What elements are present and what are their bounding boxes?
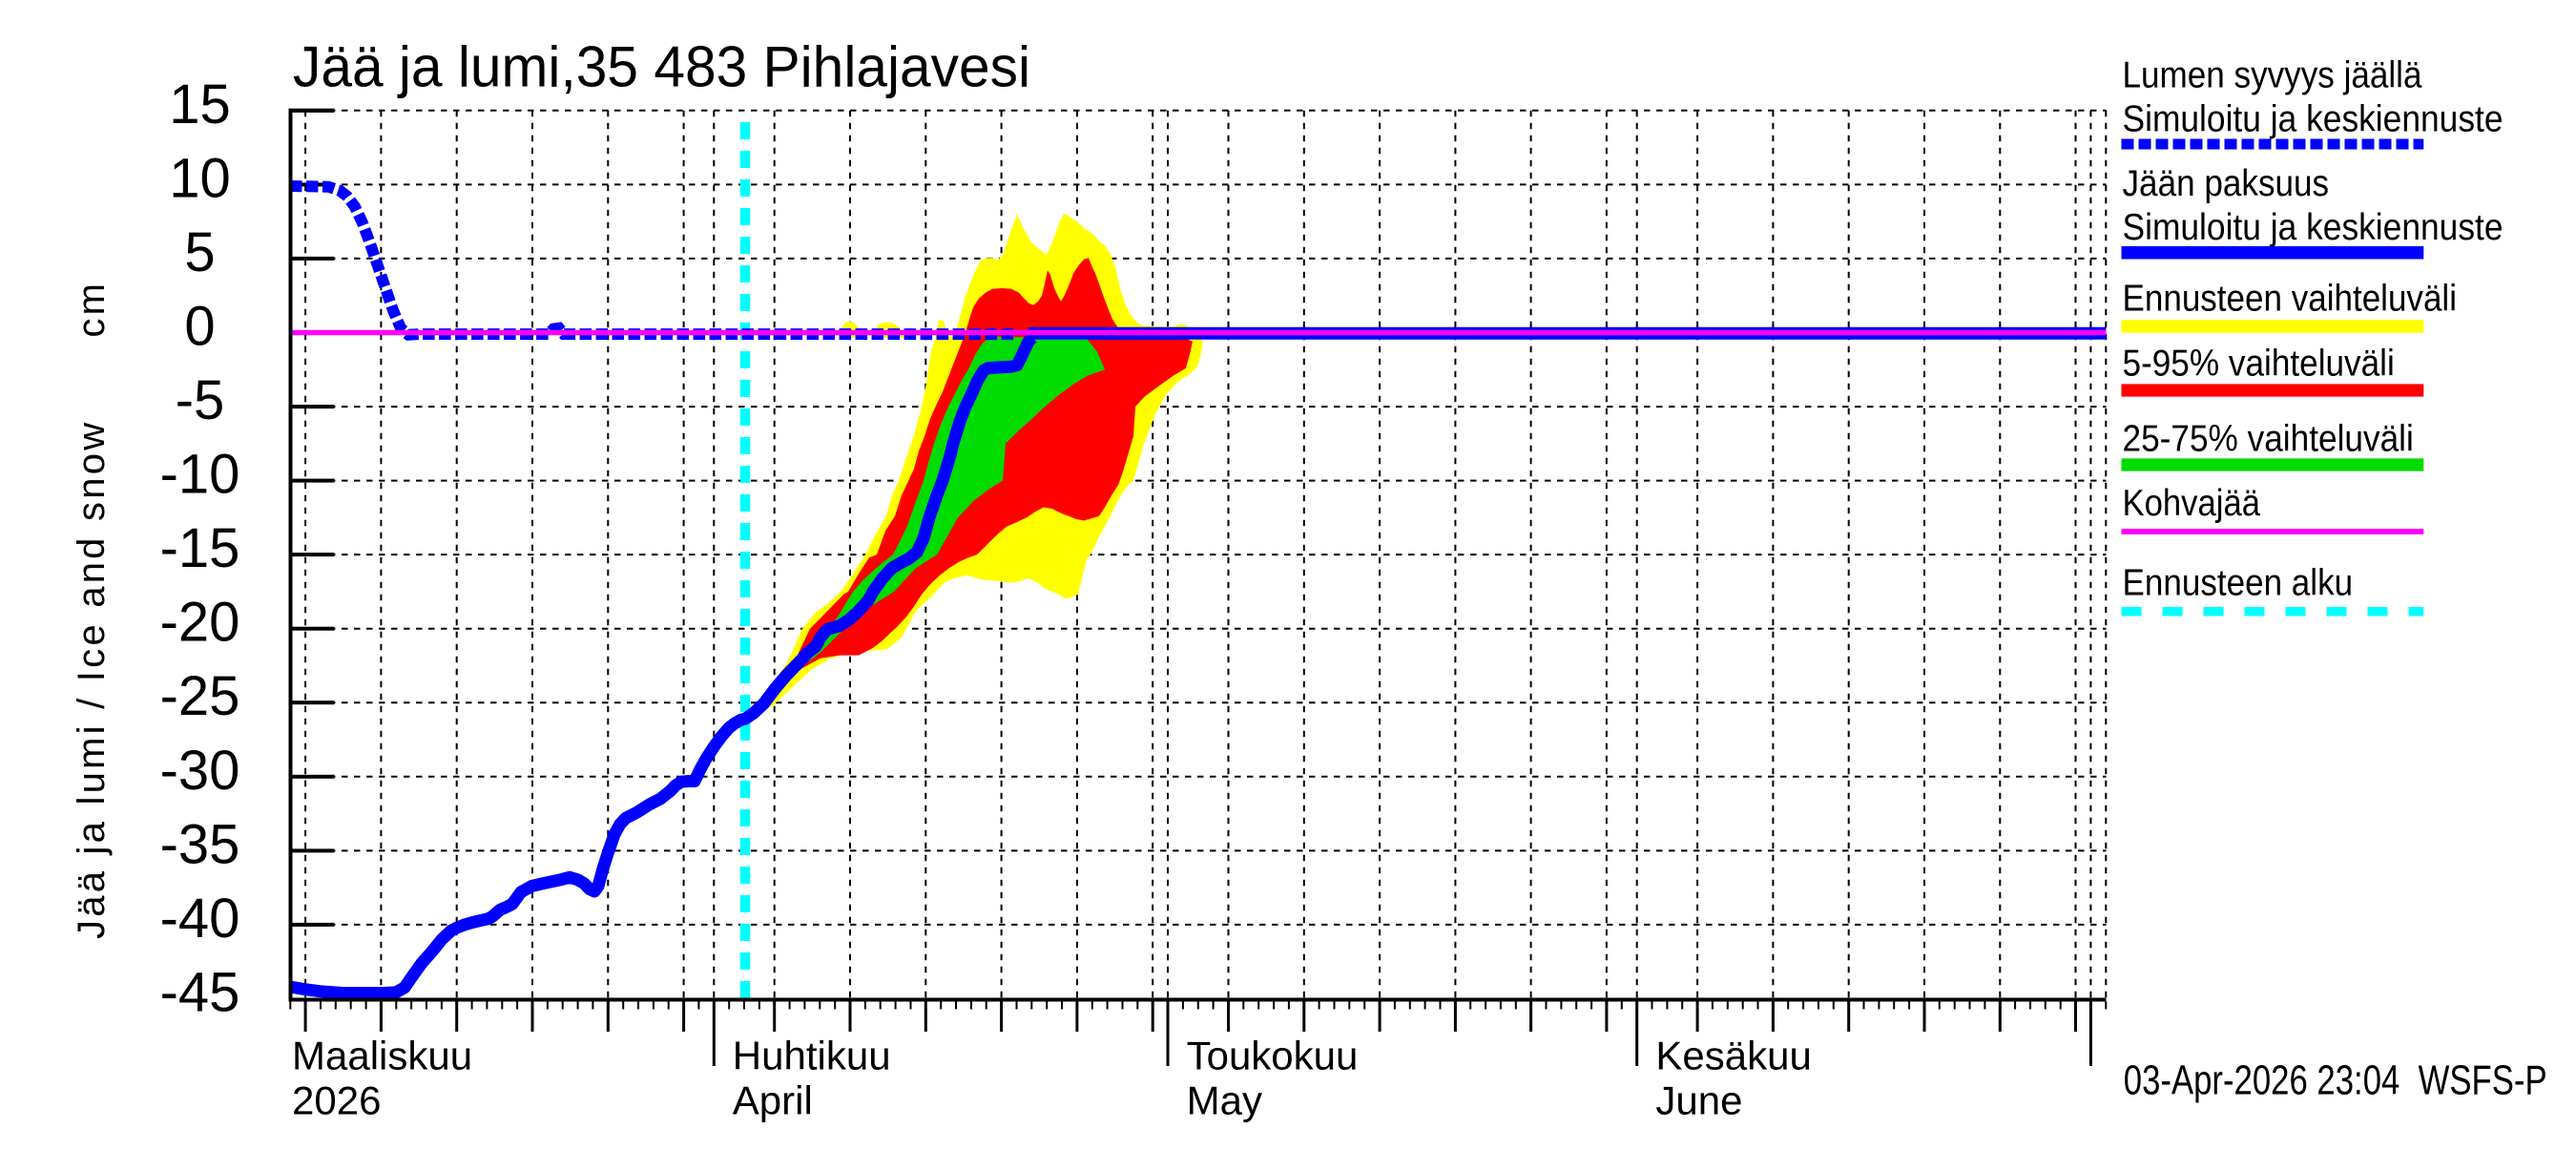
svg-text:Jää ja lumi,35 483 Pihlajavesi: Jää ja lumi,35 483 Pihlajavesi bbox=[293, 35, 1030, 99]
svg-text:-30: -30 bbox=[160, 740, 240, 802]
svg-text:Jää ja lumi / Ice and snow: Jää ja lumi / Ice and snow cm bbox=[71, 283, 113, 939]
svg-text:Kesäkuu: Kesäkuu bbox=[1655, 1034, 1811, 1078]
svg-text:Toukokuu: Toukokuu bbox=[1187, 1034, 1359, 1078]
svg-text:June: June bbox=[1655, 1078, 1742, 1123]
svg-text:-15: -15 bbox=[160, 517, 240, 579]
svg-text:5-95% vaihteluväli: 5-95% vaihteluväli bbox=[2123, 344, 2395, 385]
svg-text:-45: -45 bbox=[160, 962, 240, 1024]
svg-text:Kohvajää: Kohvajää bbox=[2123, 483, 2261, 524]
svg-text:Ennusteen vaihteluväli: Ennusteen vaihteluväli bbox=[2123, 279, 2458, 320]
svg-text:0: 0 bbox=[184, 296, 215, 358]
svg-text:25-75% vaihteluväli: 25-75% vaihteluväli bbox=[2123, 419, 2414, 460]
svg-text:03-Apr-2026 23:04 WSFS-P: 03-Apr-2026 23:04 WSFS-P bbox=[2124, 1057, 2547, 1104]
svg-text:2026: 2026 bbox=[292, 1078, 381, 1123]
svg-text:Maaliskuu: Maaliskuu bbox=[292, 1034, 472, 1078]
svg-text:Huhtikuu: Huhtikuu bbox=[733, 1034, 891, 1078]
svg-text:Simuloitu ja keskiennuste: Simuloitu ja keskiennuste bbox=[2123, 99, 2503, 140]
svg-text:May: May bbox=[1187, 1078, 1262, 1123]
svg-text:April: April bbox=[733, 1078, 813, 1123]
svg-text:5: 5 bbox=[184, 221, 215, 283]
svg-text:-20: -20 bbox=[160, 592, 240, 654]
svg-text:Jään paksuus: Jään paksuus bbox=[2123, 163, 2330, 204]
svg-text:-25: -25 bbox=[160, 665, 240, 727]
svg-text:-5: -5 bbox=[176, 369, 225, 431]
svg-text:-10: -10 bbox=[160, 444, 240, 506]
svg-text:-35: -35 bbox=[160, 813, 240, 875]
svg-text:-40: -40 bbox=[160, 888, 240, 950]
svg-text:10: 10 bbox=[169, 147, 231, 209]
svg-text:Simuloitu ja keskiennuste: Simuloitu ja keskiennuste bbox=[2123, 207, 2503, 248]
svg-text:Ennusteen alku: Ennusteen alku bbox=[2123, 563, 2354, 604]
svg-text:15: 15 bbox=[169, 73, 231, 136]
svg-text:Lumen syvyys jäällä: Lumen syvyys jäällä bbox=[2123, 54, 2422, 95]
